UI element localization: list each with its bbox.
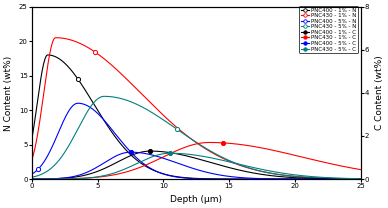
Y-axis label: C Content (wt%): C Content (wt%) [375, 56, 384, 130]
Legend: PNC400 - 1% - N, PNC430 - 1% - N, PNC400 - 5% - N, PNC430 - 5% - N, PNC400 - 1% : PNC400 - 1% - N, PNC430 - 1% - N, PNC400… [299, 6, 358, 53]
Y-axis label: N Content (wt%): N Content (wt%) [4, 55, 13, 130]
X-axis label: Depth (μm): Depth (μm) [170, 195, 222, 204]
